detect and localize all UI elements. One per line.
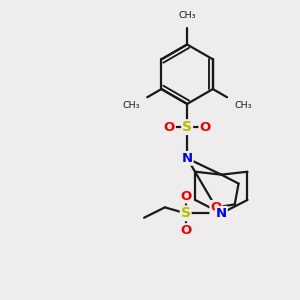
Text: O: O [210,201,222,214]
Text: O: O [180,190,191,202]
Text: CH₃: CH₃ [178,11,196,20]
Text: N: N [182,152,193,165]
Text: S: S [182,120,192,134]
Text: O: O [200,121,211,134]
Text: CH₃: CH₃ [122,101,140,110]
Text: O: O [164,121,175,134]
Text: O: O [180,224,191,237]
Text: S: S [181,206,191,220]
Text: N: N [216,207,227,220]
Text: CH₃: CH₃ [234,101,252,110]
